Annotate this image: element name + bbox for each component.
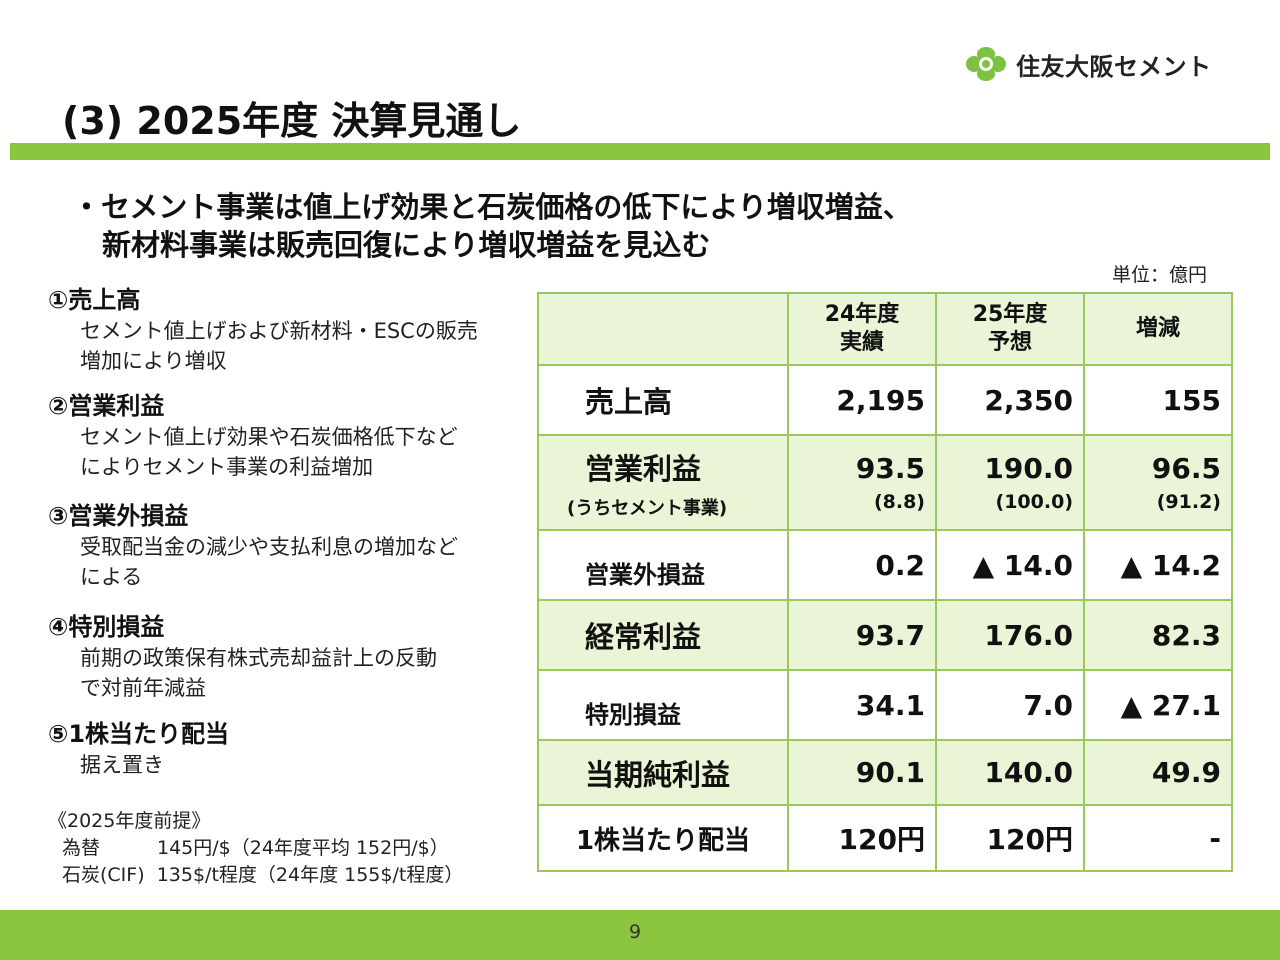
cell-value: 7.0 [935, 669, 1085, 741]
cell-value: 155 [1083, 364, 1233, 436]
forecast-premises: 《2025年度前提》 為替 145円/$（24年度平均 152円/$） 石炭(C… [48, 808, 528, 889]
row-label-operating-profit: 営業利益 (うちセメント事業) [537, 434, 789, 531]
lead-line-2: 新材料事業は販売回復により増収増益を見込む [102, 228, 711, 262]
footer-bar [0, 910, 1280, 960]
row-label-ordinary-profit: 経常利益 [537, 599, 789, 671]
cell-value: ▲ 27.1 [1083, 669, 1233, 741]
point-desc-line: セメント値上げおよび新材料・ESCの販売 [80, 319, 478, 343]
point-desc-line: セメント値上げ効果や石炭価格低下など [80, 425, 458, 449]
cell-value: 93.5 (8.8) [787, 434, 937, 531]
cell-value: 34.1 [787, 669, 937, 741]
company-logo: 住友大阪セメント [966, 46, 1212, 82]
premise-coal: 石炭(CIF) 135$/t程度（24年度 155$/t程度） [62, 864, 464, 886]
lead-line-1: ・セメント事業は値上げ効果と石炭価格の低下により増収増益、 [72, 190, 912, 224]
header-change: 増減 [1083, 292, 1233, 366]
cell-value: 0.2 [787, 529, 937, 601]
cell-value: 96.5 (91.2) [1083, 434, 1233, 531]
page-title: (3) 2025年度 決算見通し [62, 99, 522, 143]
header-fy24-actual: 24年度 実績 [787, 292, 937, 366]
page-number: 9 [628, 921, 642, 943]
point-desc-line: 増加により増収 [80, 349, 227, 373]
unit-label: 単位：億円 [1112, 264, 1208, 286]
header-blank [537, 292, 789, 366]
company-name: 住友大阪セメント [1016, 52, 1212, 81]
cell-value: ▲ 14.2 [1083, 529, 1233, 601]
cell-value: 190.0 (100.0) [935, 434, 1085, 531]
row-sublabel-cement: (うちセメント事業) [567, 497, 728, 519]
table-row: 売上高 2,195 2,350 155 [537, 364, 1233, 436]
flower-logo-icon [966, 47, 1006, 81]
table-row: 当期純利益 90.1 140.0 49.9 [537, 739, 1233, 806]
header-fy25-forecast: 25年度 予想 [935, 292, 1085, 366]
cell-value: 120円 [787, 804, 937, 872]
cell-value: 140.0 [935, 739, 1085, 806]
cell-value: 120円 [935, 804, 1085, 872]
cell-value: 93.7 [787, 599, 937, 671]
premise-fx: 為替 145円/$（24年度平均 152円/$） [62, 837, 449, 859]
point-operating-profit: ②営業利益 セメント値上げ効果や石炭価格低下など によりセメント事業の利益増加 [48, 390, 518, 482]
row-label-net-income: 当期純利益 [537, 739, 789, 806]
point-non-operating: ③営業外損益 受取配当金の減少や支払利息の増加など による [48, 500, 518, 592]
point-desc-line: 前期の政策保有株式売却益計上の反動 [80, 646, 437, 670]
financial-forecast-table: 24年度 実績 25年度 予想 増減 売上高 2,195 2,350 155 営業利… [537, 292, 1233, 872]
point-dividend: ⑤1株当たり配当 据え置き [48, 718, 518, 780]
row-label-dividend: 1株当たり配当 [537, 804, 789, 872]
cell-value: ▲ 14.0 [935, 529, 1085, 601]
cell-value: - [1083, 804, 1233, 872]
point-extraordinary: ④特別損益 前期の政策保有株式売却益計上の反動 で対前年減益 [48, 611, 518, 703]
cell-value: 90.1 [787, 739, 937, 806]
point-heading: ⑤1株当たり配当 [48, 720, 230, 748]
row-label-sales: 売上高 [537, 364, 789, 436]
table-row: 1株当たり配当 120円 120円 - [537, 804, 1233, 872]
table-row: 営業外損益 0.2 ▲ 14.0 ▲ 14.2 [537, 529, 1233, 601]
point-heading: ③営業外損益 [48, 502, 189, 530]
point-desc-line: 受取配当金の減少や支払利息の増加など [80, 535, 458, 559]
table-row: 特別損益 34.1 7.0 ▲ 27.1 [537, 669, 1233, 741]
point-heading: ②営業利益 [48, 392, 165, 420]
row-label-non-operating: 営業外損益 [537, 529, 789, 601]
cell-value: 2,195 [787, 364, 937, 436]
table-row: 営業利益 (うちセメント事業) 93.5 (8.8) 190.0 (100.0) 9… [537, 434, 1233, 531]
point-desc-line: 据え置き [80, 753, 164, 777]
point-sales: ①売上高 セメント値上げおよび新材料・ESCの販売 増加により増収 [48, 284, 518, 376]
table-header-row: 24年度 実績 25年度 予想 増減 [537, 292, 1233, 366]
premise-title: 《2025年度前提》 [48, 810, 211, 832]
point-desc-line: で対前年減益 [80, 676, 206, 700]
cell-value: 49.9 [1083, 739, 1233, 806]
cell-value: 176.0 [935, 599, 1085, 671]
point-desc-line: による [80, 565, 143, 589]
row-label-extraordinary: 特別損益 [537, 669, 789, 741]
point-heading: ①売上高 [48, 286, 141, 314]
title-underline-bar [10, 143, 1270, 160]
cell-value: 2,350 [935, 364, 1085, 436]
point-heading: ④特別損益 [48, 613, 165, 641]
lead-summary: ・セメント事業は値上げ効果と石炭価格の低下により増収増益、 新材料事業は販売回復… [72, 188, 912, 264]
point-desc-line: によりセメント事業の利益増加 [80, 455, 374, 479]
table-row: 経常利益 93.7 176.0 82.3 [537, 599, 1233, 671]
cell-value: 82.3 [1083, 599, 1233, 671]
